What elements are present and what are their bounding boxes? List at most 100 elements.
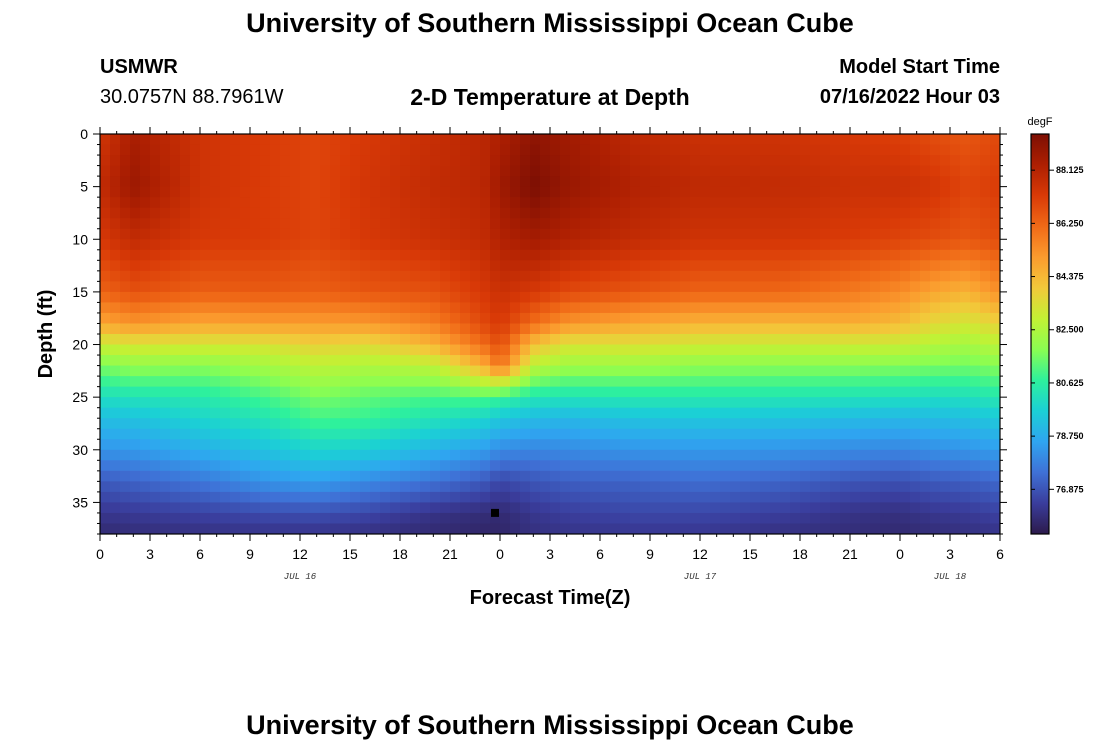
heatmap-cell — [390, 281, 401, 293]
heatmap-cell — [600, 207, 611, 219]
heatmap-cell — [220, 512, 231, 525]
heatmap-cell — [330, 323, 341, 335]
heatmap-cell — [160, 407, 171, 419]
heatmap-cell — [510, 355, 521, 367]
heatmap-cell — [140, 502, 151, 514]
heatmap-cell — [500, 449, 511, 461]
heatmap-cell — [140, 355, 151, 367]
heatmap-cell — [830, 228, 841, 240]
heatmap-cell — [920, 449, 931, 461]
heatmap-cell — [480, 239, 491, 251]
heatmap-cell — [760, 376, 771, 388]
heatmap-cell — [920, 407, 931, 419]
heatmap-cell — [910, 512, 921, 525]
heatmap-cell — [600, 439, 611, 451]
heatmap-cell — [100, 365, 111, 377]
heatmap-cell — [660, 260, 671, 272]
heatmap-cell — [790, 418, 801, 430]
heatmap-cell — [750, 449, 761, 461]
heatmap-cell — [360, 239, 371, 251]
heatmap-cell — [390, 523, 401, 534]
heatmap-cell — [240, 449, 251, 461]
heatmap-cell — [220, 523, 231, 534]
heatmap-cell — [490, 144, 501, 156]
heatmap-cell — [660, 418, 671, 430]
heatmap-cell — [220, 449, 231, 461]
heatmap-cell — [180, 197, 191, 209]
heatmap-cell — [710, 291, 721, 304]
heatmap-cell — [710, 481, 721, 493]
heatmap-cell — [460, 502, 471, 514]
heatmap-cell — [820, 334, 831, 346]
heatmap-cell — [920, 512, 931, 525]
heatmap-cell — [190, 260, 201, 272]
heatmap-cell — [540, 312, 551, 325]
heatmap-cell — [350, 228, 361, 240]
heatmap-cell — [840, 376, 851, 388]
heatmap-cell — [770, 407, 781, 419]
heatmap-cell — [670, 144, 681, 156]
heatmap-cell — [970, 186, 981, 198]
heatmap-cell — [890, 134, 901, 146]
heatmap-cell — [360, 323, 371, 335]
heatmap-cell — [390, 176, 401, 188]
heatmap-cell — [940, 512, 951, 525]
heatmap-cell — [820, 228, 831, 240]
heatmap-cell — [470, 302, 481, 314]
heatmap-cell — [120, 365, 131, 377]
heatmap-cell — [980, 407, 991, 419]
heatmap-cell — [980, 323, 991, 335]
heatmap-cell — [540, 291, 551, 304]
heatmap-cell — [800, 460, 811, 472]
heatmap-cell — [980, 239, 991, 251]
heatmap-cell — [250, 386, 261, 398]
heatmap-cell — [330, 428, 341, 440]
heatmap-cell — [640, 323, 651, 335]
heatmap-cell — [200, 502, 211, 514]
heatmap-cell — [770, 176, 781, 188]
heatmap-cell — [600, 228, 611, 240]
heatmap-cell — [120, 176, 131, 188]
heatmap-cell — [800, 449, 811, 461]
heatmap-cell — [490, 281, 501, 293]
heatmap-cell — [930, 449, 941, 461]
heatmap-cell — [530, 397, 541, 409]
heatmap-cell — [720, 491, 731, 504]
heatmap-cell — [110, 176, 121, 188]
heatmap-cell — [570, 365, 581, 377]
heatmap-cell — [200, 281, 211, 293]
heatmap-cell — [650, 365, 661, 377]
heatmap-cell — [600, 449, 611, 461]
heatmap-cell — [540, 281, 551, 293]
heatmap-cell — [610, 176, 621, 188]
heatmap-cell — [270, 407, 281, 419]
heatmap-cell — [560, 491, 571, 504]
heatmap-cell — [300, 260, 311, 272]
heatmap-cell — [710, 228, 721, 240]
heatmap-cell — [810, 239, 821, 251]
heatmap-cell — [750, 523, 761, 534]
heatmap-cell — [540, 523, 551, 534]
heatmap-cell — [340, 155, 351, 167]
heatmap-cell — [310, 260, 321, 272]
heatmap-cell — [240, 228, 251, 240]
heatmap-cell — [100, 470, 111, 482]
heatmap-cell — [210, 428, 221, 440]
heatmap-cell — [890, 207, 901, 219]
heatmap-cell — [170, 323, 181, 335]
heatmap-cell — [560, 134, 571, 146]
heatmap-cell — [490, 155, 501, 167]
heatmap-cell — [360, 302, 371, 314]
heatmap-cell — [630, 397, 641, 409]
heatmap-cell — [770, 270, 781, 282]
heatmap-cell — [370, 523, 381, 534]
heatmap-cell — [600, 239, 611, 251]
heatmap-cell — [520, 239, 531, 251]
heatmap-cell — [250, 355, 261, 367]
heatmap-cell — [740, 439, 751, 451]
heatmap-cell — [200, 334, 211, 346]
heatmap-cell — [790, 334, 801, 346]
heatmap-cell — [480, 470, 491, 482]
heatmap-cell — [830, 207, 841, 219]
heatmap-cell — [620, 376, 631, 388]
